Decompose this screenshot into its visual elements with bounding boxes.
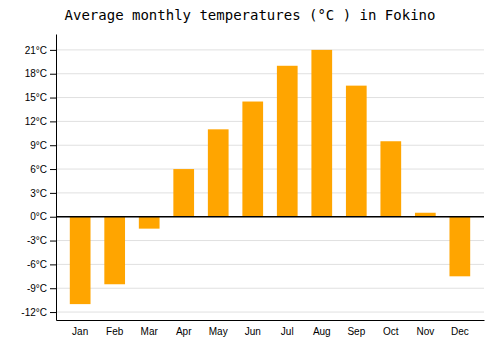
x-tick: Dec: [451, 326, 469, 337]
x-tick: Nov: [416, 326, 434, 337]
bar: [139, 217, 160, 229]
bar: [208, 129, 229, 216]
bar: [277, 66, 298, 217]
y-tick-label: 21°C: [25, 45, 47, 56]
x-axis: Jan Feb Mar Apr May Jun Jul Aug Sep Oct Nov Dec: [57, 321, 485, 338]
y-tick: 9°C: [30, 140, 56, 151]
chart: Average monthly temperatures (°C ) in Fo…: [0, 0, 500, 350]
grid-line: [56, 97, 484, 98]
y-tick: 18°C: [25, 68, 56, 79]
x-tick: Aug: [313, 326, 331, 337]
grid-line: [56, 288, 484, 289]
y-tick-label: 3°C: [30, 188, 47, 199]
y-axis: -12°C -9°C -6°C -3°C 0°C 3°C 6°C 9°C 12°C 15°C 18°…: [21, 35, 56, 321]
x-tick-label: Jun: [245, 326, 261, 337]
grid-line: [56, 145, 484, 146]
y-tick-label: -3°C: [27, 235, 47, 246]
bar: [173, 169, 194, 217]
grid-line: [56, 192, 484, 193]
y-tick-mark: [50, 74, 56, 75]
y-tick-mark: [50, 50, 56, 51]
x-tick: May: [209, 326, 228, 337]
x-tick-label: Jan: [72, 326, 88, 337]
x-tick: Mar: [141, 326, 159, 337]
y-tick: 21°C: [25, 45, 56, 56]
y-tick-label: 0°C: [30, 211, 47, 222]
y-tick-mark: [50, 288, 56, 289]
bar: [346, 86, 367, 217]
x-tick-label: May: [209, 326, 228, 337]
grid-line: [56, 49, 484, 50]
bar: [380, 141, 401, 216]
bars: [70, 50, 470, 304]
y-tick-mark: [50, 264, 56, 265]
x-tick-label: Oct: [383, 326, 399, 337]
title: Average monthly temperatures (°C ) in Fo…: [65, 7, 436, 23]
y-tick-mark: [50, 193, 56, 194]
y-axis-line: [56, 35, 57, 321]
grid-line: [56, 169, 484, 170]
y-tick-label: 15°C: [25, 92, 47, 103]
y-tick: 15°C: [25, 92, 56, 103]
x-tick-label: Feb: [106, 326, 124, 337]
y-tick-label: -12°C: [21, 307, 47, 318]
grid-line: [56, 121, 484, 122]
y-tick: 3°C: [30, 188, 56, 199]
grid-line: [56, 73, 484, 74]
x-tick: Jan: [72, 326, 88, 337]
x-tick-label: Dec: [451, 326, 469, 337]
grid: [56, 50, 484, 312]
zero-line: [56, 216, 484, 218]
y-tick-mark: [50, 98, 56, 99]
y-tick-mark: [50, 121, 56, 122]
x-tick: Jun: [245, 326, 261, 337]
y-tick: -6°C: [27, 259, 56, 270]
x-tick: Oct: [383, 326, 399, 337]
y-tick-mark: [50, 217, 56, 218]
x-axis-line: [57, 320, 485, 321]
y-tick-label: -6°C: [27, 259, 47, 270]
bar: [242, 102, 263, 217]
y-tick-mark: [50, 145, 56, 146]
x-tick-label: Jul: [281, 326, 294, 337]
x-tick-label: Mar: [141, 326, 159, 337]
y-tick: -3°C: [27, 235, 56, 246]
y-tick-mark: [50, 312, 56, 313]
y-tick-label: -9°C: [27, 283, 47, 294]
y-tick-label: 9°C: [30, 140, 47, 151]
y-tick: 0°C: [30, 211, 56, 222]
bar: [449, 217, 470, 277]
x-tick-label: Sep: [347, 326, 365, 337]
x-tick-label: Apr: [176, 326, 192, 337]
x-tick-label: Aug: [313, 326, 331, 337]
plot: -12°C -9°C -6°C -3°C 0°C 3°C 6°C 9°C 12°C 15°C 18°…: [21, 35, 484, 338]
y-tick-label: 12°C: [25, 116, 47, 127]
y-tick-label: 6°C: [30, 164, 47, 175]
x-tick: Sep: [347, 326, 365, 337]
bar: [311, 50, 332, 217]
y-tick: -9°C: [27, 283, 56, 294]
x-tick-label: Nov: [416, 326, 434, 337]
x-tick: Apr: [176, 326, 192, 337]
grid-line: [56, 216, 484, 217]
x-tick: Feb: [106, 326, 124, 337]
y-tick-label: 18°C: [25, 68, 47, 79]
y-tick-mark: [50, 169, 56, 170]
bar: [104, 217, 125, 285]
y-tick: 6°C: [30, 164, 56, 175]
grid-line: [56, 312, 484, 313]
y-tick: 12°C: [25, 116, 56, 127]
x-tick: Jul: [281, 326, 294, 337]
bar: [70, 217, 91, 304]
y-tick: -12°C: [21, 307, 56, 318]
y-tick-mark: [50, 241, 56, 242]
